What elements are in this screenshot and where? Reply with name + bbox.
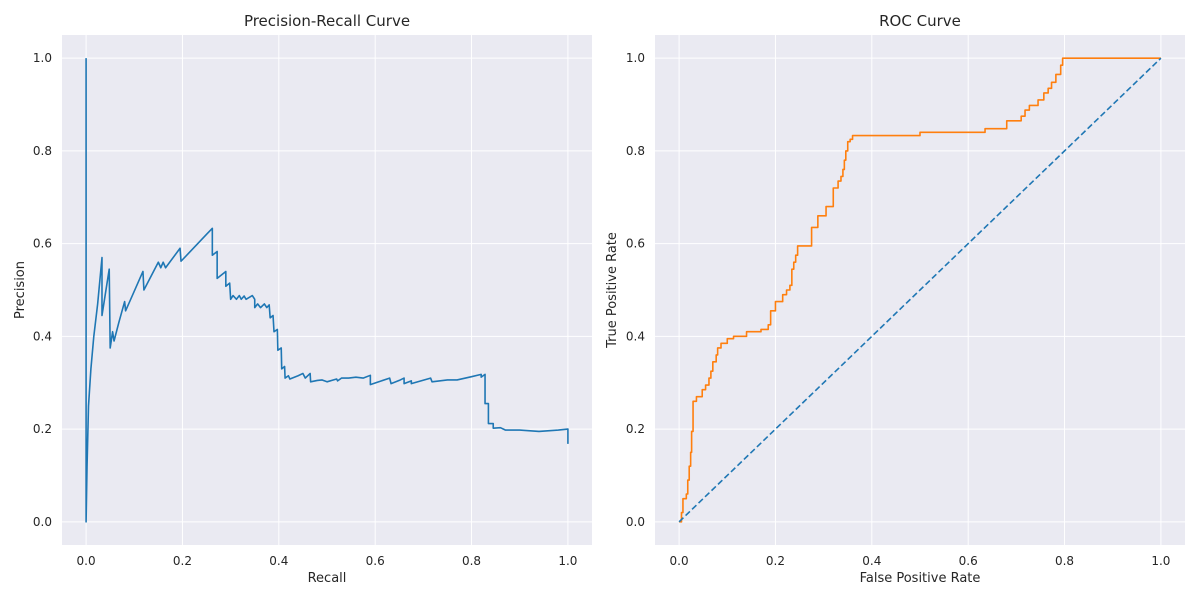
y-tick-label: 0.8: [33, 144, 52, 158]
x-tick-label: 0.0: [77, 554, 96, 568]
y-tick-label: 0.0: [626, 515, 645, 529]
y-tick-label: 1.0: [626, 51, 645, 65]
x-axis-label: False Positive Rate: [860, 571, 981, 586]
x-tick-label: 1.0: [558, 554, 577, 568]
y-tick-label: 0.4: [33, 329, 52, 343]
chart-title: Precision-Recall Curve: [244, 12, 410, 30]
y-tick-label: 0.0: [33, 515, 52, 529]
x-tick-label: 0.0: [670, 554, 689, 568]
x-tick-label: 1.0: [1151, 554, 1170, 568]
x-tick-label: 0.8: [462, 554, 481, 568]
x-axis-label: Recall: [308, 571, 347, 586]
y-tick-label: 1.0: [33, 51, 52, 65]
roc-chart: 0.0 0.2 0.4 0.6 0.8 1.0 0.0 0.2 0.4 0.6 0.8 1.0 ROC…: [605, 12, 1185, 586]
series-line-1: [678, 57, 1162, 523]
plot-area: [62, 35, 592, 545]
y-tick-label: 0.2: [33, 422, 52, 436]
y-axis-label: Precision: [13, 261, 28, 319]
x-tick-label: 0.2: [766, 554, 785, 568]
y-tick-label: 0.4: [626, 329, 645, 343]
gridlines: [655, 35, 1185, 545]
y-axis-label: True Positive Rate: [605, 232, 620, 349]
x-tick-label: 0.8: [1055, 554, 1074, 568]
x-tick-label: 0.2: [173, 554, 192, 568]
series-group: [85, 58, 569, 523]
x-tick-label: 0.6: [959, 554, 978, 568]
y-tick-label: 0.6: [626, 237, 645, 251]
tick-labels: 0.0 0.2 0.4 0.6 0.8 1.0 0.0 0.2 0.4 0.6 0.8 1.0: [33, 51, 578, 568]
x-tick-label: 0.4: [269, 554, 288, 568]
series-line-0: [85, 58, 569, 523]
y-tick-label: 0.6: [33, 237, 52, 251]
y-tick-label: 0.8: [626, 144, 645, 158]
tick-labels: 0.0 0.2 0.4 0.6 0.8 1.0 0.0 0.2 0.4 0.6 0.8 1.0: [626, 51, 1171, 568]
chart-title: ROC Curve: [879, 12, 961, 30]
series-group: [678, 57, 1162, 523]
y-tick-label: 0.2: [626, 422, 645, 436]
x-tick-label: 0.6: [366, 554, 385, 568]
series-line-0: [679, 57, 1161, 523]
precision-recall-chart: 0.0 0.2 0.4 0.6 0.8 1.0 0.0 0.2 0.4 0.6 0.8 1.0 Pre…: [13, 12, 592, 586]
gridlines: [62, 35, 592, 545]
x-tick-label: 0.4: [862, 554, 881, 568]
